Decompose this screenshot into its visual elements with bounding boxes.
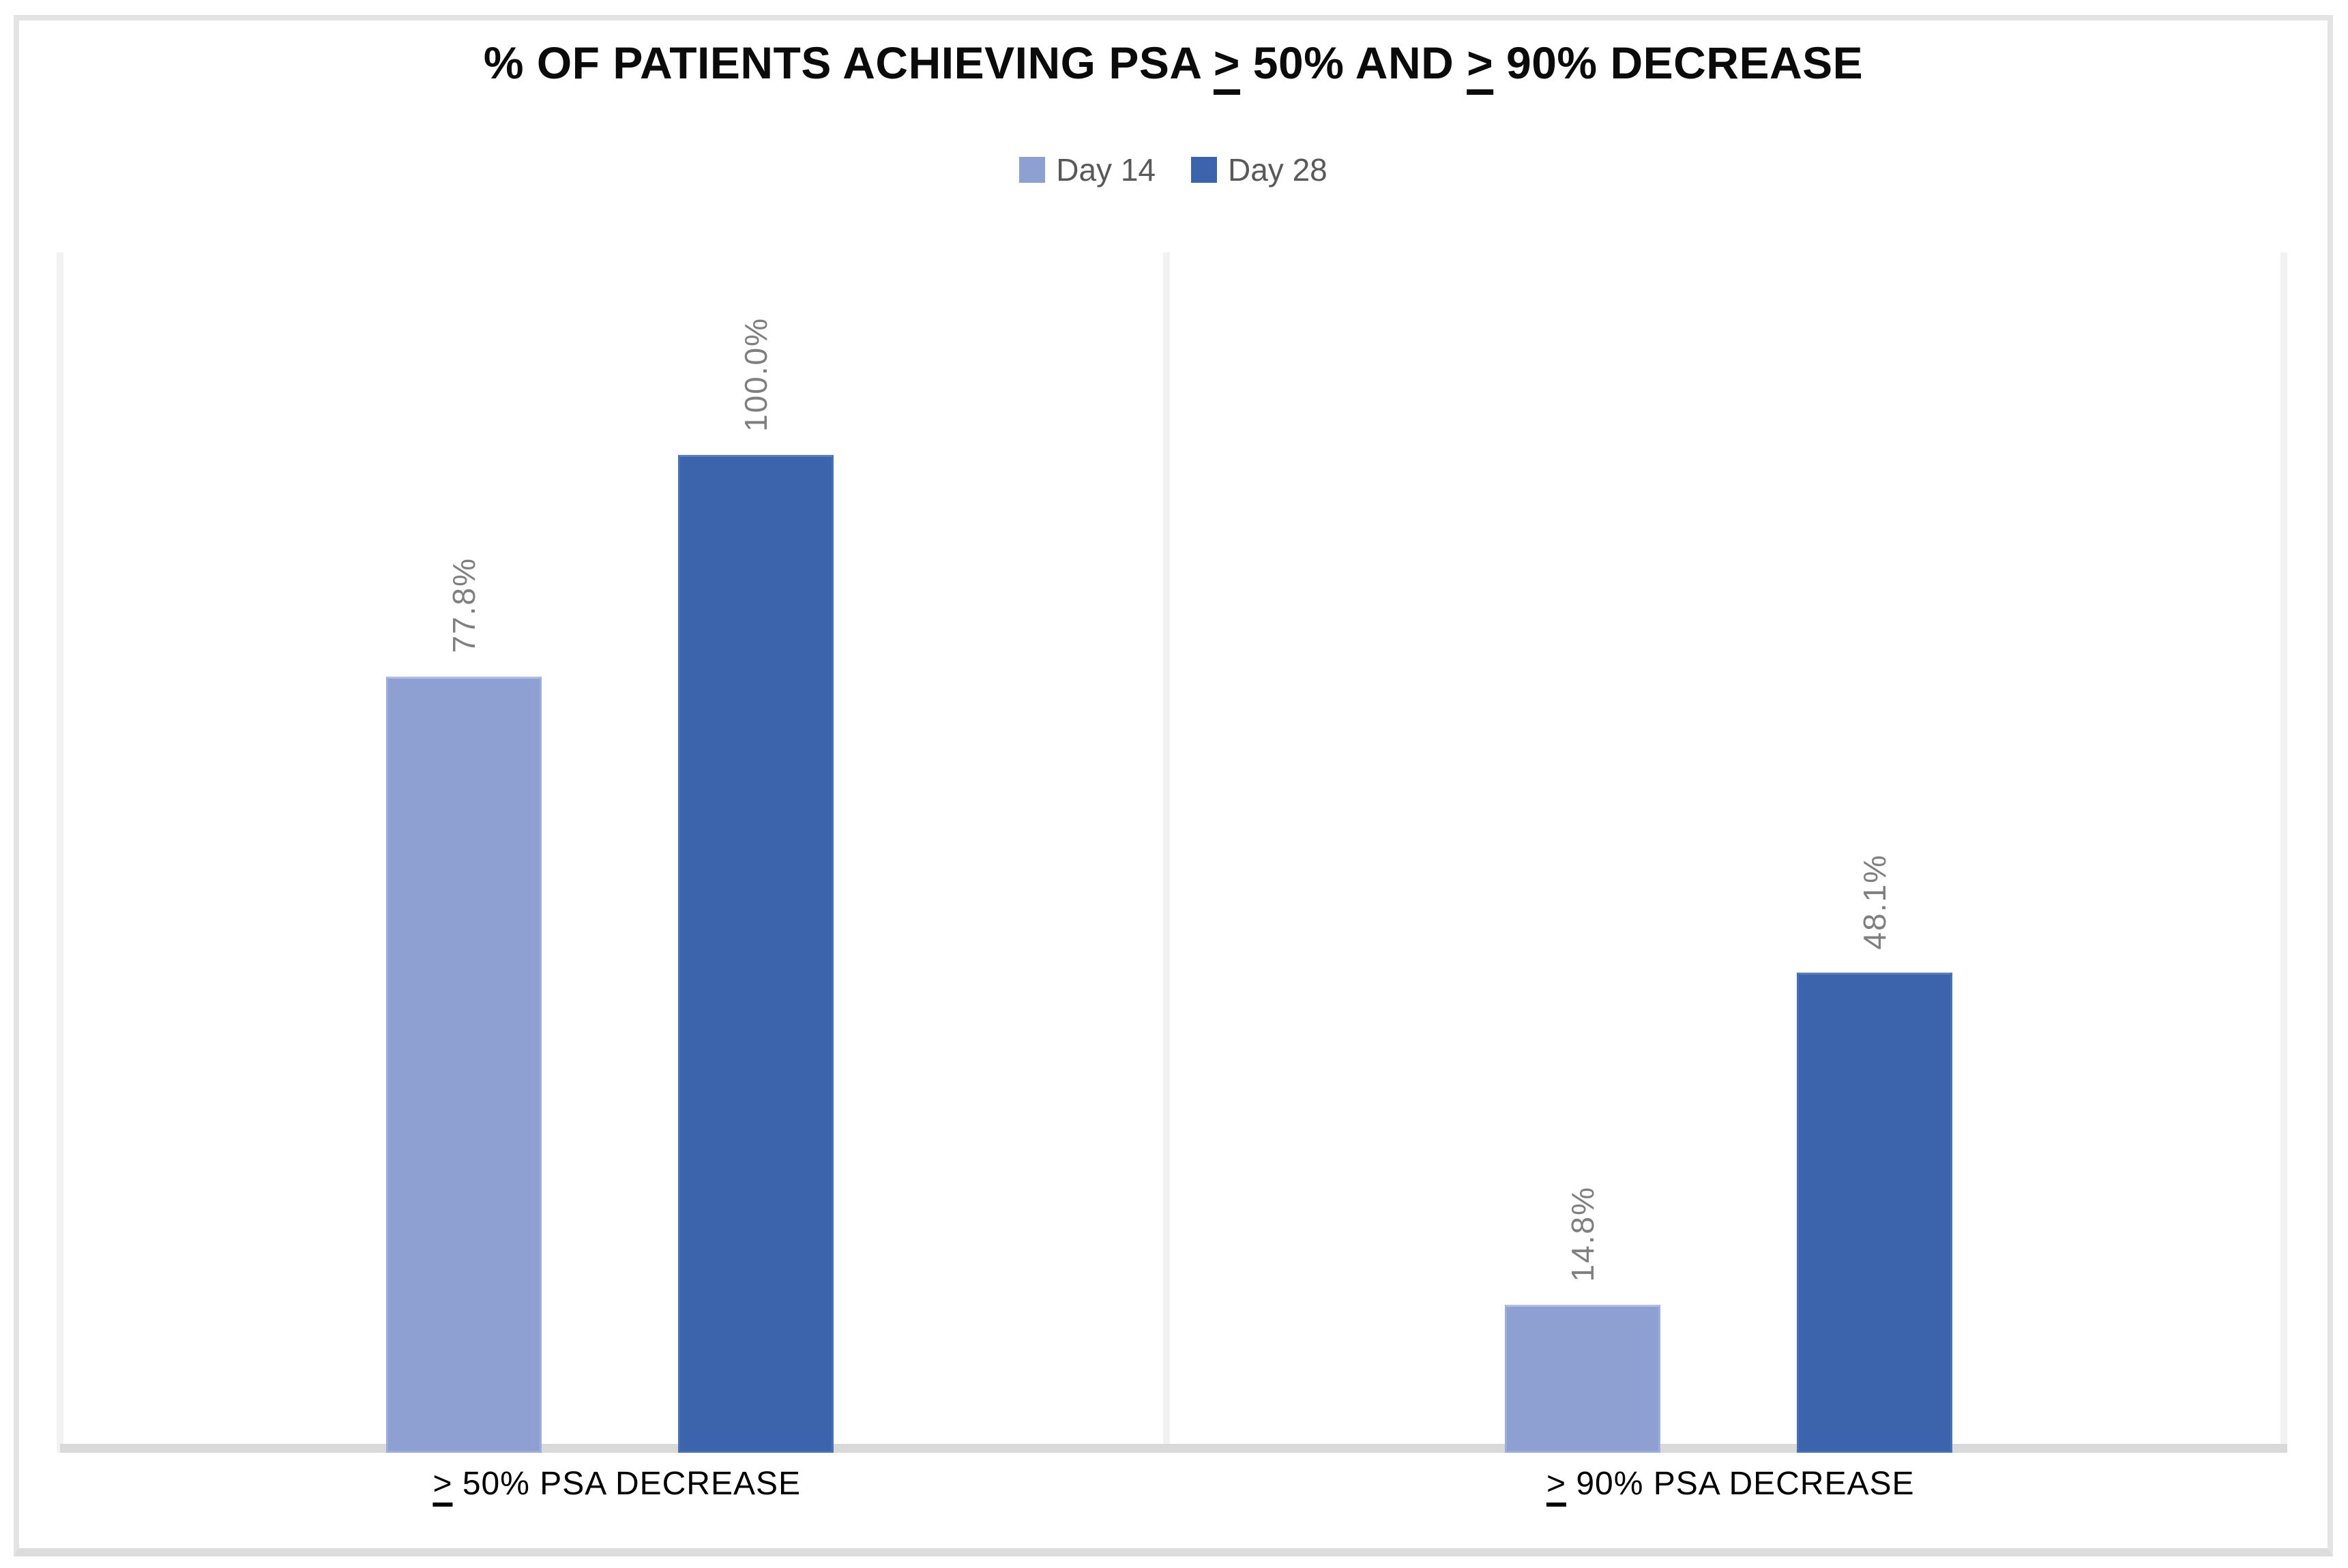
legend: Day 14 Day 28 <box>19 151 2328 188</box>
bar-day-14-90pct-decrease <box>1505 1305 1660 1453</box>
bar-day-28-50pct-decrease <box>678 455 834 1453</box>
legend-label-day-28: Day 28 <box>1228 152 1327 188</box>
geq-symbol: > <box>1546 1466 1566 1502</box>
legend-item-day-14: Day 14 <box>1019 151 1156 188</box>
geq-symbol: > <box>1213 38 1240 88</box>
title-text-segment: % OF PATIENTS ACHIEVING PSA <box>483 38 1214 88</box>
title-text-segment: 90% DECREASE <box>1493 38 1864 88</box>
chart-frame: % OF PATIENTS ACHIEVING PSA > 50% AND > … <box>14 15 2333 1556</box>
plot-border-right-line <box>2280 252 2287 1453</box>
geq-symbol: > <box>1467 38 1494 88</box>
category-axis: > 50% PSA DECREASE > 90% PSA DECREASE <box>60 1465 2287 1503</box>
category-label-90pct-psa-decrease: > 90% PSA DECREASE <box>1174 1465 2288 1503</box>
title-text-segment: 50% AND <box>1239 38 1467 88</box>
bar-value-label-day-14-50pct: 77.8% <box>446 557 482 653</box>
category-divider-line <box>1163 252 1170 1453</box>
bar-value-label-day-28-90pct: 48.1% <box>1857 853 1892 950</box>
category-text: 90% PSA DECREASE <box>1566 1466 1915 1502</box>
bar-day-28-90pct-decrease <box>1797 973 1952 1453</box>
plot-border-left-line <box>57 252 63 1453</box>
bar-value-label-day-14-90pct: 14.8% <box>1565 1186 1600 1282</box>
legend-swatch-day-14 <box>1019 157 1046 183</box>
legend-item-day-28: Day 28 <box>1191 151 1327 188</box>
chart-title: % OF PATIENTS ACHIEVING PSA > 50% AND > … <box>19 37 2328 89</box>
plot-area: 77.8% 100.0% 14.8% 48.1% <box>57 252 2287 1453</box>
category-text: 50% PSA DECREASE <box>452 1466 802 1502</box>
x-axis-line <box>60 1444 2287 1453</box>
bar-value-label-day-28-50pct: 100.0% <box>738 316 774 432</box>
geq-symbol: > <box>432 1466 453 1502</box>
legend-label-day-14: Day 14 <box>1056 152 1156 188</box>
legend-swatch-day-28 <box>1191 157 1217 183</box>
category-label-50pct-psa-decrease: > 50% PSA DECREASE <box>60 1465 1174 1503</box>
bar-day-14-50pct-decrease <box>386 676 542 1453</box>
